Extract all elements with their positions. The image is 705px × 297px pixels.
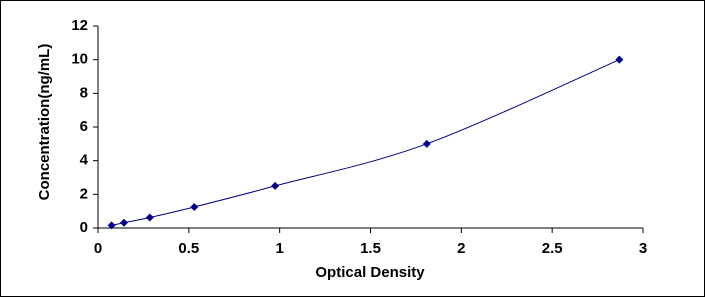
data-point — [615, 55, 624, 64]
y-tick-label: 0 — [80, 219, 88, 236]
y-tick-label: 2 — [80, 185, 88, 202]
data-point — [190, 202, 199, 211]
x-tick-label: 2 — [457, 240, 465, 257]
x-tick-label: 2.5 — [542, 240, 563, 257]
x-tick-label: 3 — [639, 240, 647, 257]
x-tick-label: 1.5 — [360, 240, 381, 257]
y-tick-label: 8 — [80, 84, 88, 101]
y-tick-label: 4 — [80, 152, 89, 169]
x-tick-label: 0 — [94, 240, 102, 257]
data-point — [271, 181, 280, 190]
x-tick-label: 0.5 — [178, 240, 199, 257]
x-axis-title: Optical Density — [315, 264, 425, 281]
data-point — [119, 218, 128, 227]
data-point — [422, 139, 431, 148]
y-tick-label: 12 — [71, 17, 88, 34]
data-point — [145, 213, 154, 222]
y-axis-title: Concentration(ng/mL) — [36, 44, 53, 201]
y-tick-label: 10 — [71, 51, 88, 68]
x-tick-label: 1 — [275, 240, 283, 257]
data-point — [107, 221, 116, 230]
y-tick-label: 6 — [80, 118, 88, 135]
